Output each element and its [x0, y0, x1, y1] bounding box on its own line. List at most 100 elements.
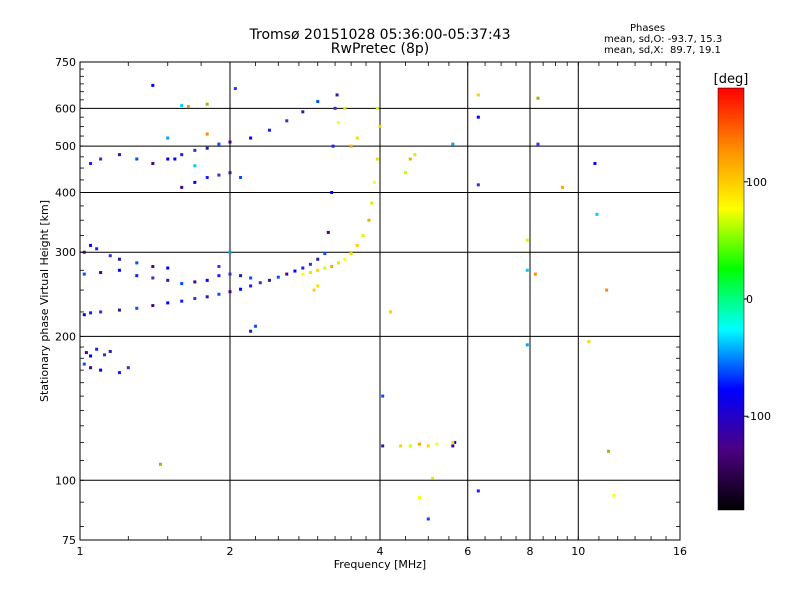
data-point — [612, 493, 616, 497]
data-point — [84, 351, 88, 355]
data-point — [89, 354, 93, 358]
data-point — [312, 288, 316, 292]
data-point — [158, 462, 162, 466]
data-point — [408, 444, 412, 448]
data-point — [326, 230, 330, 234]
data-point — [82, 272, 86, 276]
data-point — [378, 124, 382, 128]
data-point — [285, 119, 289, 123]
x-tick-label: 10 — [571, 545, 585, 558]
data-point — [389, 310, 393, 314]
phases-heading: Phases — [630, 23, 666, 34]
data-point — [228, 290, 232, 294]
data-point — [336, 121, 340, 125]
grid-lines — [80, 62, 680, 540]
data-point — [267, 278, 271, 282]
plot-title: Tromsø 20151028 05:36:00-05:37:43 — [249, 27, 511, 43]
data-point — [593, 161, 597, 165]
data-point — [89, 311, 93, 315]
data-point — [335, 93, 339, 97]
colorbar-tick-label: -100 — [746, 410, 771, 423]
y-tick-label: 750 — [55, 56, 76, 69]
data-point — [476, 489, 480, 493]
data-point — [361, 234, 365, 238]
x-tick-label: 16 — [673, 545, 687, 558]
data-point — [308, 271, 312, 275]
data-point — [82, 362, 86, 366]
data-point — [301, 110, 305, 114]
data-point — [525, 238, 529, 242]
data-point — [228, 272, 232, 276]
data-point — [166, 278, 170, 282]
data-point — [217, 274, 221, 278]
data-point — [323, 252, 327, 256]
data-point — [99, 157, 103, 161]
data-point — [533, 272, 537, 276]
data-point — [336, 261, 340, 265]
data-point — [180, 299, 184, 303]
data-point — [293, 269, 297, 273]
data-point — [249, 284, 253, 288]
data-point — [117, 371, 121, 375]
data-point — [381, 444, 385, 448]
data-point — [205, 295, 209, 299]
data-point — [367, 218, 371, 222]
data-point — [217, 173, 221, 177]
x-tick-label: 2 — [227, 545, 234, 558]
data-point — [193, 297, 197, 301]
colorbar-tick-label: 0 — [746, 293, 753, 306]
data-point — [408, 157, 412, 161]
data-point — [381, 394, 385, 398]
data-point — [89, 366, 93, 370]
data-point — [525, 343, 529, 347]
data-point — [316, 268, 320, 272]
data-point — [82, 313, 86, 317]
data-point — [249, 136, 253, 140]
data-point — [349, 144, 353, 148]
y-axis-ticks: 75 100 200 300 400 500 600 750 — [55, 56, 680, 547]
data-point — [180, 153, 184, 157]
data-point — [151, 161, 155, 165]
data-point — [135, 274, 139, 278]
data-point — [253, 324, 257, 328]
data-point — [205, 175, 209, 179]
data-point — [193, 180, 197, 184]
data-point — [476, 93, 480, 97]
data-point — [186, 105, 190, 109]
data-point — [276, 275, 280, 279]
y-axis-label: Stationary phase Virtual Height [km] — [38, 200, 51, 402]
data-point — [151, 304, 155, 308]
data-point — [330, 265, 334, 269]
data-point — [228, 171, 232, 175]
data-point — [239, 274, 243, 278]
data-point — [476, 183, 480, 187]
data-point — [117, 153, 121, 157]
data-point — [217, 292, 221, 296]
data-point — [267, 128, 271, 132]
data-point — [151, 265, 155, 269]
y-tick-label: 200 — [55, 330, 76, 343]
data-point — [331, 144, 335, 148]
data-point — [399, 444, 403, 448]
data-point — [103, 353, 107, 357]
data-points — [82, 83, 616, 521]
x-tick-label: 6 — [464, 545, 471, 558]
data-point — [193, 148, 197, 152]
y-tick-label: 500 — [55, 140, 76, 153]
y-tick-label: 400 — [55, 186, 76, 199]
data-point — [108, 254, 112, 258]
data-point — [417, 496, 421, 500]
data-point — [135, 261, 139, 265]
y-tick-label: 100 — [55, 474, 76, 487]
data-point — [301, 272, 305, 276]
data-point — [536, 96, 540, 100]
data-point — [117, 268, 121, 272]
data-point — [89, 161, 93, 165]
data-point — [151, 83, 155, 87]
y-tick-label: 600 — [55, 102, 76, 115]
data-point — [605, 288, 609, 292]
data-point — [370, 201, 374, 205]
data-point — [180, 185, 184, 189]
data-point — [135, 306, 139, 310]
